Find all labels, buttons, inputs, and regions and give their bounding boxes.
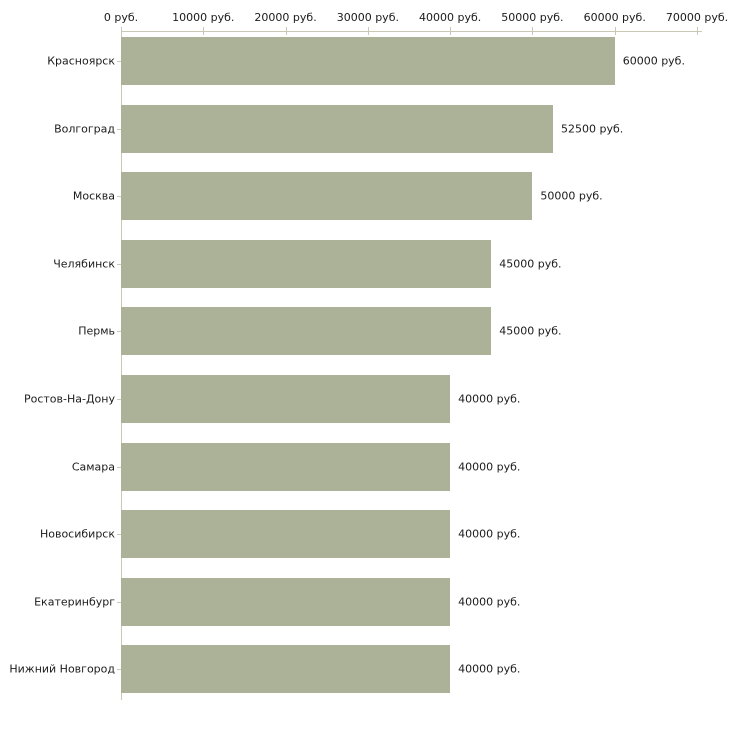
value-label: 40000 руб.: [458, 595, 521, 609]
x-axis-tick-mark: [121, 27, 122, 35]
category-label: Нижний Новгород: [9, 662, 115, 676]
category-tick-mark: [117, 128, 121, 130]
bar: [121, 104, 553, 153]
category-tick-mark: [117, 61, 121, 62]
category-tick-mark: [117, 263, 121, 265]
category-label: Челябинск: [53, 257, 115, 271]
category-label: Самара: [71, 460, 115, 474]
category-label: Москва: [72, 189, 115, 203]
x-axis-tick-mark: [203, 27, 205, 35]
value-label: 40000 руб.: [458, 662, 521, 676]
bar: [121, 172, 533, 221]
value-label: 52500 руб.: [561, 122, 624, 136]
x-axis-tick-label: 0 руб.: [103, 11, 139, 24]
bar: [121, 442, 451, 491]
x-axis-tick-mark: [285, 27, 287, 35]
x-axis-tick-mark: [697, 27, 698, 35]
x-axis-tick-label: 30000 руб.: [336, 11, 399, 24]
y-axis-line: [121, 31, 122, 700]
x-axis-tick-mark: [614, 27, 616, 35]
value-label: 50000 руб.: [540, 189, 603, 203]
category-tick-mark: [117, 196, 121, 198]
category-label: Красноярск: [47, 54, 115, 68]
x-axis-tick-label: 60000 руб.: [583, 11, 646, 24]
bar: [121, 239, 492, 288]
value-label: 60000 руб.: [622, 54, 685, 68]
category-tick-mark: [117, 601, 121, 603]
category-tick-mark: [117, 669, 121, 671]
bar: [121, 375, 451, 423]
x-axis-line: [121, 31, 702, 32]
category-label: Новосибирск: [39, 527, 115, 541]
x-axis-tick-label: 20000 руб.: [254, 11, 317, 24]
x-axis-tick-mark: [367, 27, 369, 35]
x-axis-tick-label: 70000 руб.: [665, 11, 729, 24]
bar: [121, 510, 451, 559]
x-axis-tick-label: 10000 руб.: [172, 11, 235, 24]
x-axis-tick-mark: [532, 27, 534, 35]
category-tick-mark: [117, 399, 121, 400]
category-label: Пермь: [78, 324, 115, 338]
value-label: 40000 руб.: [458, 392, 521, 406]
bar: [121, 37, 615, 85]
bar: [121, 577, 451, 626]
category-tick-mark: [117, 534, 121, 536]
x-axis-tick-mark: [450, 27, 452, 35]
category-tick-mark: [117, 466, 121, 468]
value-label: 45000 руб.: [499, 324, 562, 338]
category-label: Волгоград: [54, 122, 115, 136]
category-label: Екатеринбург: [34, 595, 115, 609]
category-label: Ростов-На-Дону: [23, 392, 115, 406]
value-label: 40000 руб.: [458, 527, 521, 541]
bar: [121, 645, 451, 694]
x-axis-tick-label: 50000 руб.: [501, 11, 564, 24]
value-label: 40000 руб.: [458, 460, 521, 474]
x-axis-tick-label: 40000 руб.: [419, 11, 482, 24]
category-tick-mark: [117, 331, 121, 333]
value-label: 45000 руб.: [499, 257, 562, 271]
bar: [121, 307, 492, 356]
